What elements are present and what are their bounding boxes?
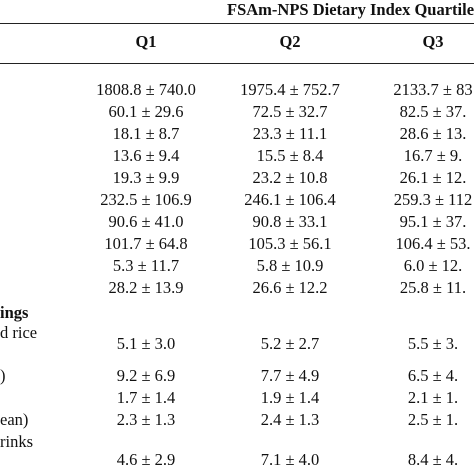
- row-label: ings: [0, 303, 29, 322]
- table-cell: 26.1 ± 12.: [399, 168, 467, 187]
- table-cell: 23.2 ± 10.8: [252, 168, 328, 187]
- table-cell: 232.5 ± 106.9: [100, 190, 192, 209]
- table-cell: 1.9 ± 1.4: [260, 388, 320, 407]
- table-cell: 106.4 ± 53.: [395, 234, 471, 253]
- table-cell: 2133.7 ± 83: [393, 80, 473, 99]
- table-cell: 6.0 ± 12.: [403, 256, 463, 275]
- table-cell: 5.5 ± 3.: [407, 334, 459, 353]
- table-cell: 60.1 ± 29.6: [108, 102, 184, 121]
- table-cell: 28.6 ± 13.: [399, 124, 467, 143]
- row-label: ean): [0, 410, 29, 429]
- table-cell: 246.1 ± 106.4: [244, 190, 336, 209]
- row-label: rinks: [0, 432, 33, 451]
- table-cell: 28.2 ± 13.9: [108, 278, 184, 297]
- table-cell: 2.1 ± 1.: [407, 388, 459, 407]
- table-cell: 105.3 ± 56.1: [248, 234, 332, 253]
- table-cell: 19.3 ± 9.9: [112, 168, 180, 187]
- column-header-q3: Q3: [422, 32, 444, 51]
- table-cell: 16.7 ± 9.: [403, 146, 463, 165]
- table-cell: 5.2 ± 2.7: [260, 334, 320, 353]
- table-cell: 6.5 ± 4.: [407, 366, 459, 385]
- table-cell: 7.7 ± 4.9: [260, 366, 320, 385]
- table-cell: 9.2 ± 6.9: [116, 366, 176, 385]
- table-cell: 4.6 ± 2.9: [116, 450, 176, 469]
- table-cell: 8.4 ± 4.: [407, 450, 459, 469]
- table-cell: 1.7 ± 1.4: [116, 388, 176, 407]
- table-cell: 5.8 ± 10.9: [256, 256, 324, 275]
- table-cell: 7.1 ± 4.0: [260, 450, 320, 469]
- table-cell: 26.6 ± 12.2: [252, 278, 328, 297]
- table-cell: 259.3 ± 112: [393, 190, 473, 209]
- header-rule: [0, 63, 474, 64]
- table-cell: 5.3 ± 11.7: [112, 256, 180, 275]
- table-cell: 2.3 ± 1.3: [116, 410, 176, 429]
- group-header: FSAm-NPS Dietary Index Quartiles: [227, 0, 474, 19]
- column-header-q2: Q2: [279, 32, 301, 51]
- table-cell: 101.7 ± 64.8: [104, 234, 188, 253]
- table-cell: 23.3 ± 11.1: [252, 124, 328, 143]
- table-cell: 1975.4 ± 752.7: [240, 80, 340, 99]
- table-cell: 90.6 ± 41.0: [108, 212, 184, 231]
- table-cell: 1808.8 ± 740.0: [96, 80, 196, 99]
- row-label: ): [0, 366, 6, 385]
- table-cell: 95.1 ± 37.: [399, 212, 467, 231]
- table-cell: 90.8 ± 33.1: [252, 212, 328, 231]
- table-cell: 2.4 ± 1.3: [260, 410, 320, 429]
- column-header-q1: Q1: [135, 32, 157, 51]
- table-cell: 13.6 ± 9.4: [112, 146, 180, 165]
- table-cell: 82.5 ± 37.: [399, 102, 467, 121]
- table-cell: 2.5 ± 1.: [407, 410, 459, 429]
- table-cell: 15.5 ± 8.4: [256, 146, 324, 165]
- table-cell: 18.1 ± 8.7: [112, 124, 180, 143]
- row-label: d rice: [0, 323, 38, 342]
- table-cell: 25.8 ± 11.: [399, 278, 467, 297]
- top-rule: [0, 23, 474, 24]
- table-cell: 72.5 ± 32.7: [252, 102, 328, 121]
- table-cell: 5.1 ± 3.0: [116, 334, 176, 353]
